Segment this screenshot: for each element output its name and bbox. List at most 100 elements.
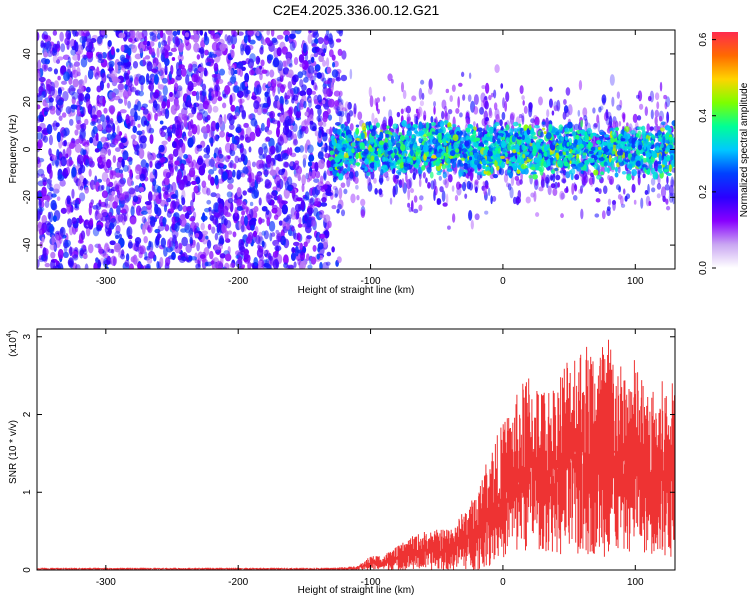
spectrogram-cell: [271, 119, 279, 125]
spectrogram-cell: [165, 30, 173, 36]
spectrogram-cell: [604, 137, 611, 141]
spectrogram-cell: [534, 157, 540, 163]
spectrogram-cell: [425, 177, 428, 184]
spectrogram-cell: [197, 103, 205, 112]
spectrogram-cell: [156, 47, 160, 58]
spectrogram-cell: [309, 197, 314, 208]
spectrogram-cell: [665, 205, 671, 211]
spectrogram-cell: [598, 188, 602, 195]
spectrogram-cell: [196, 124, 200, 136]
spectrogram-cell: [239, 81, 246, 92]
spectrogram-cell: [244, 81, 248, 87]
spectrogram-cell: [334, 187, 339, 197]
spectrogram-cell: [338, 30, 344, 37]
spectrogram-cell: [299, 90, 307, 97]
spectrogram-cell: [234, 111, 240, 119]
spectrogram-cell: [350, 193, 356, 204]
spectrogram-cell: [118, 98, 123, 104]
spectrogram-cell: [313, 52, 319, 58]
spectrogram-cell: [532, 148, 537, 157]
spectrogram-cell: [280, 107, 285, 116]
spectrogram-cell: [168, 255, 175, 260]
spectrogram-cell: [581, 176, 587, 186]
spectrogram-cell: [271, 204, 278, 210]
spectrogram-cell: [286, 57, 291, 65]
spectrogram-cell: [413, 113, 419, 119]
spectrogram-cell: [189, 217, 196, 222]
spectrogram-cell: [97, 213, 103, 219]
spectrogram-cell: [265, 37, 271, 44]
spectrogram-cell: [182, 100, 189, 111]
spectrogram-cell: [215, 249, 221, 254]
spectrogram-cell: [49, 243, 57, 251]
spectrogram-cell: [140, 159, 147, 168]
spectrogram-cell: [525, 137, 531, 145]
spectrogram-cell: [80, 106, 85, 115]
spectrogram-cell: [246, 254, 251, 263]
spectrogram-cell: [276, 126, 280, 138]
spectrogram-cell: [110, 217, 117, 228]
spectrogram-cell: [272, 239, 280, 247]
spectrogram-cell: [328, 98, 335, 108]
spectrogram-cell: [530, 138, 534, 144]
spectrogram-cell: [53, 241, 57, 253]
spectrogram-cell: [223, 114, 227, 125]
spectrogram-cell: [284, 99, 289, 105]
spectrogram-cell: [116, 125, 120, 136]
spectrogram-cell: [92, 114, 98, 120]
spectrogram-cell: [195, 263, 202, 269]
spectrogram-cell: [622, 188, 626, 195]
spectrogram-cell: [656, 101, 660, 110]
spectrogram-cell: [289, 33, 296, 39]
spectrogram-cell: [75, 264, 81, 269]
spectrogram-cell: [152, 62, 157, 69]
spectrogram-cell: [121, 158, 125, 168]
spectrogram-cell: [49, 187, 54, 192]
spectrogram-cell: [170, 47, 178, 53]
spectrogram-cell: [75, 138, 80, 145]
spectrogram-cell: [603, 134, 610, 138]
spectrogram-cell: [340, 124, 344, 129]
spectrogram-cell: [322, 261, 329, 269]
spectrogram-cell: [299, 242, 303, 251]
spectrogram-cell: [520, 172, 523, 181]
spectrogram-cell: [441, 138, 446, 143]
spectrogram-cell: [183, 135, 188, 142]
spectrogram-cell: [505, 91, 510, 102]
spectrogram-cell: [332, 61, 336, 68]
spectrogram-cell: [607, 198, 612, 206]
spectrogram-cell: [546, 158, 551, 167]
spectrogram-cell: [611, 200, 617, 206]
spectrogram-cell: [67, 218, 72, 228]
spectrogram-cell: [162, 216, 167, 227]
spectrogram-cell: [545, 117, 549, 129]
spectrogram-cell: [348, 171, 354, 179]
spectrogram-cell: [401, 178, 405, 189]
spectrogram-cell: [314, 38, 319, 45]
spectrogram-cell: [73, 61, 81, 67]
spectrogram-cell: [426, 166, 432, 173]
spectrogram-cell: [122, 89, 130, 100]
spectrogram-cell: [269, 110, 276, 119]
spectrogram-cell: [671, 120, 675, 127]
spectrogram-cell: [164, 224, 170, 232]
spectrogram-cell: [48, 100, 53, 110]
spectrogram-cell: [196, 30, 201, 35]
spectrogram-cell: [396, 179, 400, 185]
spectrogram-cell: [633, 199, 637, 205]
spectrogram-cell: [293, 232, 299, 240]
spectrogram-cell: [161, 125, 168, 130]
spectrogram-cell: [664, 101, 668, 110]
spectrogram-cell: [210, 90, 218, 98]
spectrogram-cell: [107, 40, 112, 48]
spectrogram-cell: [229, 149, 236, 157]
spectrogram-cell: [70, 104, 78, 110]
spectrogram-cell: [146, 257, 153, 264]
spectrogram-cell: [149, 134, 154, 145]
spectrogram-cell: [134, 53, 142, 60]
spectrogram-cell: [119, 109, 127, 114]
spectrogram-cell: [259, 127, 263, 134]
spectrogram-cell: [505, 158, 509, 165]
spectrogram-cell: [161, 77, 168, 84]
spectrogram-cell: [281, 152, 289, 160]
